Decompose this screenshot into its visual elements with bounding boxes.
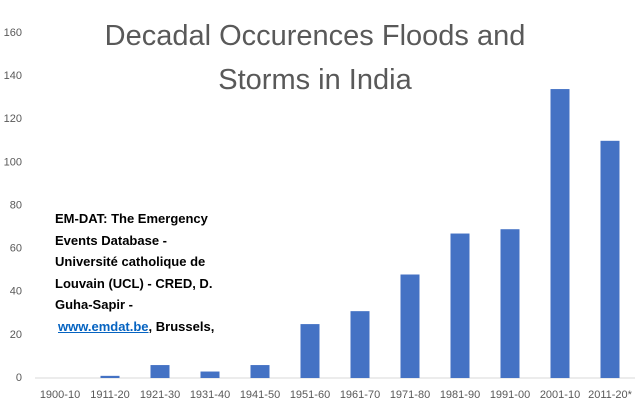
x-tick-label: 2001-10 [540,389,580,401]
source-link[interactable]: www.emdat.be [58,318,149,334]
source-line: www.emdat.be, Brussels, [55,316,214,338]
x-tick-label: 1931-40 [190,389,230,401]
chart-title: Decadal Occurences Floods and Storms in … [104,20,526,96]
source-line: Guha-Sapir - [55,297,134,312]
y-tick-label: 40 [10,286,22,298]
x-tick-label: 1900-10 [40,389,80,401]
y-tick-label: 140 [4,70,22,82]
bar [350,311,370,378]
x-tick-label: 1941-50 [240,389,280,401]
y-tick-label: 160 [4,27,22,39]
bar [500,229,520,378]
source-line: Université catholique de [55,254,206,269]
source-line: EM-DAT: The Emergency [55,211,208,226]
x-tick-label: 1981-90 [440,389,480,401]
x-tick-label: 1911-20 [90,389,130,401]
x-tick-label: 2011-20* [588,389,633,401]
y-tick-label: 100 [4,156,22,168]
source-line: Louvain (UCL) - CRED, D. [55,275,213,291]
bar [150,365,170,378]
bar [450,233,470,378]
bar [300,324,320,378]
x-tick-label: 1971-80 [390,389,430,401]
bar [100,375,120,378]
y-tick-label: 20 [10,329,22,341]
bar [400,274,420,378]
bar [200,371,220,378]
x-tick-label: 1921-30 [140,389,180,401]
x-tick-label: 1961-70 [340,389,380,401]
source-line: Events Database - [55,232,167,248]
y-tick-label: 0 [16,372,22,384]
x-tick-label: 1991-00 [490,389,530,401]
source-tail: , Brussels, [148,318,215,334]
y-tick-label: 80 [10,199,22,211]
bar [600,140,620,378]
source-note: EM-DAT: The Emergency Events Database - Un… [55,208,214,337]
bar [550,89,570,378]
y-tick-label: 60 [10,243,22,255]
x-tick-label: 1951-60 [290,389,330,401]
y-tick-label: 120 [4,113,22,125]
bar [250,365,270,378]
